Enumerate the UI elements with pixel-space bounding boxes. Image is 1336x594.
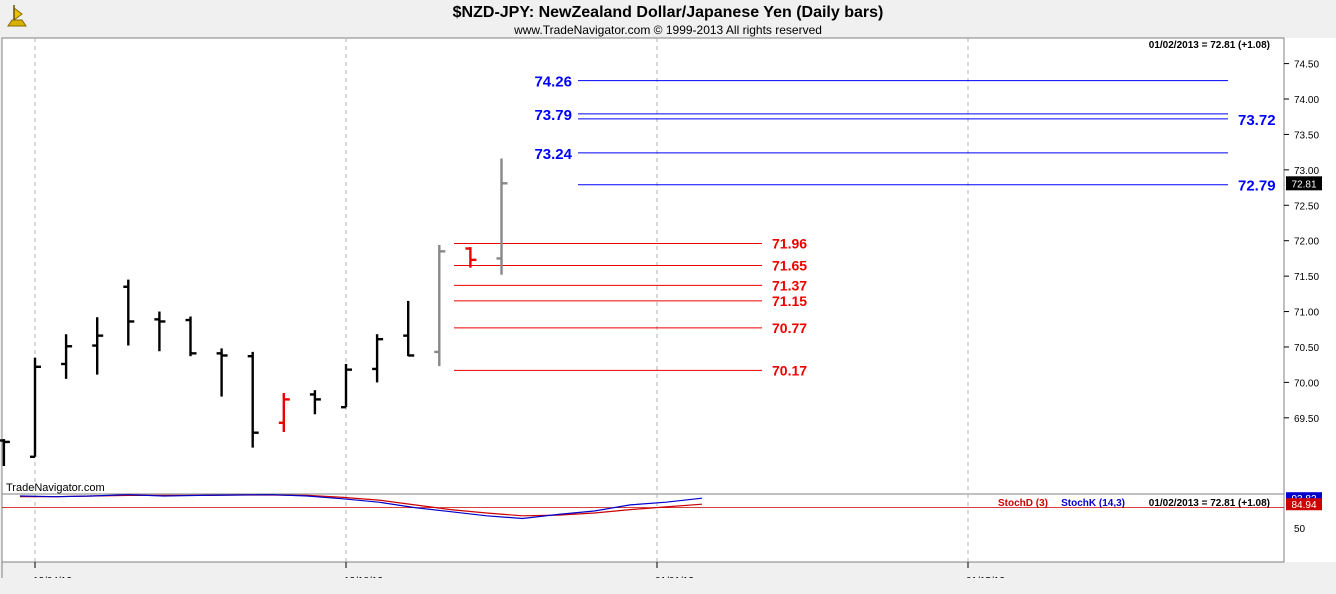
level-lines: 74.26 73.79 73.72 73.24 72.79 71.96 71.65 71.37…: [454, 74, 1276, 378]
level-label-73.72: 73.72: [1238, 112, 1276, 129]
stochd-last-label: 84.94: [1291, 500, 1316, 511]
level-label-73.24: 73.24: [534, 146, 572, 163]
ohlc-bar: [185, 316, 197, 357]
ohlc-bar: [30, 357, 41, 458]
last-price-marker: [1286, 176, 1322, 191]
ohlc-bar: [496, 158, 508, 275]
tradenavigator-logo-icon: [4, 3, 30, 29]
level-label-74.26: 74.26: [534, 74, 572, 91]
y-tick-label: 74.50: [1294, 60, 1319, 71]
stochd-legend: StochD (3): [998, 498, 1048, 509]
level-label-72.79: 72.79: [1238, 178, 1276, 195]
y-tick-label: 69.50: [1294, 414, 1319, 425]
level-label-71.96: 71.96: [772, 236, 807, 252]
ohlc-bar: [61, 334, 73, 379]
ohlc-bar: [123, 279, 135, 346]
price-axis-area: [1284, 38, 1336, 562]
level-label-71.37: 71.37: [772, 277, 807, 293]
level-label-73.79: 73.79: [534, 107, 572, 124]
watermark-text: TradeNavigator.com: [6, 482, 105, 494]
y-tick-label: 71.00: [1294, 308, 1319, 319]
stochd-last-marker: [1286, 498, 1322, 511]
y-tick-label: 72.50: [1294, 201, 1319, 212]
y-tick-label: 73.50: [1294, 130, 1319, 141]
ohlc-bar: [247, 351, 259, 448]
stochk-legend: StochK (14,3): [1061, 498, 1125, 509]
price-info-label: 01/02/2013 = 72.81 (+1.08): [1149, 40, 1270, 51]
stochastic-lines: 5093.8284.94: [2, 492, 1322, 535]
ohlc-bar: [216, 348, 228, 397]
y-tick-label: 70.50: [1294, 343, 1319, 354]
level-label-70.17: 70.17: [772, 362, 807, 378]
stochastic-info-label: 01/02/2013 = 72.81 (+1.08): [1149, 498, 1270, 509]
y-tick-label: 74.00: [1294, 95, 1319, 106]
y-tick-label: 72.00: [1294, 237, 1319, 248]
ohlc-bar: [434, 244, 446, 367]
copyright-text: www.TradeNavigator.com © 1999-2013 All r…: [513, 23, 822, 37]
ohlc-bar: [0, 439, 10, 466]
y-tick-label: 70.00: [1294, 378, 1319, 389]
level-label-70.77: 70.77: [772, 320, 807, 336]
ohlc-bar: [278, 393, 290, 432]
level-label-71.65: 71.65: [772, 258, 807, 274]
ohlc-bar: [309, 390, 321, 415]
y-tick-label: 71.50: [1294, 272, 1319, 283]
ohlc-bar: [403, 300, 415, 357]
chart-title: $NZD-JPY: NewZealand Dollar/Japanese Yen…: [453, 4, 884, 21]
ohlc-bar: [372, 334, 384, 383]
stochk-line: [19, 494, 703, 520]
y-tick-label: 73.00: [1294, 166, 1319, 177]
ohlc-bar: [465, 247, 477, 268]
ohlc-bar: [154, 311, 166, 352]
price-bars: [0, 158, 508, 466]
ohlc-bar: [92, 317, 104, 375]
time-scroll-strip[interactable]: [2, 578, 1336, 594]
last-price-label: 72.81: [1291, 179, 1316, 190]
ohlc-bar: [341, 363, 352, 409]
level-label-71.15: 71.15: [772, 293, 807, 309]
stochastic-tick-label: 50: [1294, 524, 1306, 535]
stochastic-panel: [1, 493, 1285, 563]
